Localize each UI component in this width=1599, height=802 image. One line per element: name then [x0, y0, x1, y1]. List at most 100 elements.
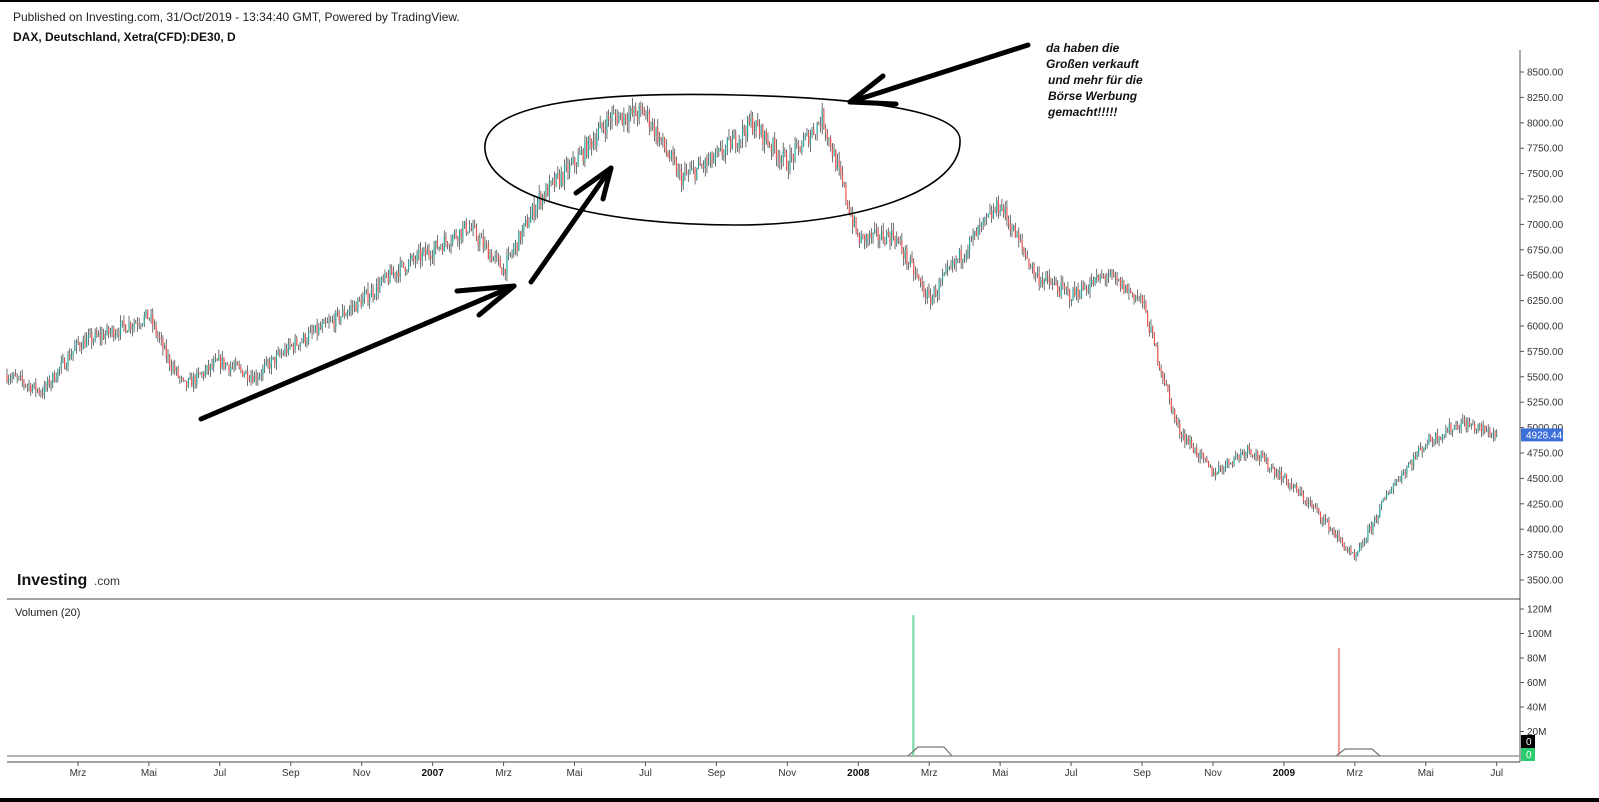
- candle-body: [499, 258, 501, 268]
- price-tick-label: 6000.00: [1527, 322, 1564, 333]
- candle-body: [1377, 516, 1379, 520]
- candle-body: [570, 162, 572, 165]
- candle-body: [677, 169, 679, 175]
- price-tick-label: 5250.00: [1527, 398, 1564, 409]
- candle-body: [730, 137, 732, 150]
- candle-body: [745, 132, 747, 138]
- candle-body: [741, 126, 744, 140]
- candle-body: [1226, 458, 1228, 464]
- volume-badges: 0 0: [1521, 735, 1535, 761]
- candle-body: [301, 341, 303, 343]
- candle-body: [1496, 434, 1498, 437]
- candle-body: [889, 234, 891, 243]
- candle-body: [1324, 518, 1327, 521]
- candle-body: [82, 339, 84, 350]
- price-axis-ticks: 8500.00 8250.00 8000.00 7750.00 7500.00 7250.…: [1520, 68, 1564, 587]
- candle-body: [104, 334, 106, 340]
- candle-body: [167, 355, 169, 358]
- candle-body: [362, 297, 364, 307]
- candle-body: [1160, 368, 1162, 372]
- candle-body: [563, 165, 566, 183]
- candle-body: [36, 389, 39, 391]
- candle-body: [111, 327, 113, 332]
- candle-body: [23, 381, 25, 385]
- candle-body: [1214, 472, 1216, 476]
- candle-body: [1458, 428, 1461, 430]
- candle-body: [885, 231, 888, 245]
- candle-body: [199, 373, 201, 375]
- candle-body: [30, 384, 32, 393]
- candle-body: [835, 150, 837, 170]
- candle-body: [1316, 507, 1318, 509]
- candle-body: [752, 117, 754, 133]
- candle-body: [955, 259, 957, 265]
- candle-body: [963, 258, 966, 259]
- candle-body: [62, 358, 64, 362]
- candle-body: [960, 249, 962, 262]
- candle-body: [1040, 279, 1042, 285]
- candle-body: [952, 260, 954, 267]
- candle-body: [840, 167, 842, 174]
- candle-body: [847, 200, 849, 207]
- candle-body: [1341, 538, 1344, 545]
- candle-body: [260, 375, 262, 376]
- candle-body: [399, 262, 401, 278]
- hand-drawn-arrow-head-b: [476, 283, 517, 318]
- candle-body: [214, 359, 217, 361]
- candle-body: [819, 124, 822, 128]
- candle-body: [586, 140, 588, 157]
- candle-body: [811, 129, 813, 136]
- candle-body: [902, 251, 905, 258]
- candle-body: [658, 136, 661, 143]
- candle-body: [235, 362, 237, 367]
- candle-body: [357, 298, 359, 312]
- candle-body: [443, 237, 445, 252]
- candle-body: [1074, 288, 1076, 296]
- candle-body: [1431, 441, 1433, 442]
- candle-body: [1369, 526, 1371, 530]
- candle-body: [1099, 275, 1101, 281]
- candle-body: [1457, 424, 1459, 430]
- price-tick-label: 4750.00: [1527, 449, 1564, 460]
- candle-body: [694, 167, 696, 180]
- candle-body: [430, 255, 432, 259]
- candle-body: [530, 214, 532, 223]
- candle-body: [230, 366, 232, 372]
- candle-body: [463, 221, 466, 227]
- candle-body: [906, 249, 908, 264]
- candle-body: [782, 150, 784, 159]
- candle-body: [1092, 280, 1094, 285]
- candle-body: [414, 259, 417, 262]
- time-tick-label: Jul: [213, 768, 226, 779]
- candle-body: [836, 160, 839, 170]
- investing-logo: Investing .com: [17, 572, 120, 589]
- candle-body: [1211, 466, 1213, 476]
- candle-body: [406, 270, 408, 273]
- candle-body: [1196, 447, 1198, 456]
- candle-body: [602, 127, 605, 129]
- candle-body: [1267, 457, 1269, 470]
- candle-body: [248, 380, 250, 382]
- candle-body: [335, 312, 337, 328]
- candle-body: [536, 201, 539, 210]
- candle-body: [130, 322, 132, 330]
- candle-body: [877, 229, 879, 241]
- candle-body: [1138, 296, 1140, 298]
- candle-body: [9, 378, 11, 380]
- candle-body: [382, 277, 384, 279]
- candle-body: [1352, 552, 1354, 554]
- candle-body: [1407, 464, 1410, 468]
- price-tick-label: 8000.00: [1527, 118, 1564, 129]
- candle-body: [1055, 282, 1057, 286]
- candle-body: [1333, 530, 1335, 534]
- candle-body: [287, 342, 289, 354]
- candle-body: [818, 123, 820, 125]
- candle-body: [321, 323, 323, 329]
- candle-body: [80, 347, 83, 350]
- candle-body: [784, 150, 786, 154]
- candle-body: [1452, 429, 1454, 433]
- candle-body: [202, 372, 205, 377]
- candle-body: [913, 261, 915, 275]
- candle-body: [192, 376, 195, 387]
